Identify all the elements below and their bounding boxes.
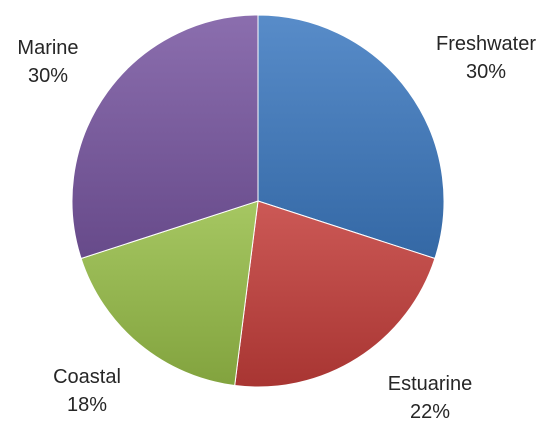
slice-label-coastal: Coastal — [53, 366, 121, 388]
slice-value-freshwater: 30% — [466, 61, 506, 83]
pie-labels: Freshwater 30% Estuarine 22% Coastal 18% Marin… — [17, 33, 536, 423]
slice-value-marine: 30% — [28, 65, 68, 87]
slice-label-marine: Marine — [17, 37, 78, 59]
pie-slice-estuarine — [234, 200, 436, 388]
slice-label-estuarine: Estuarine — [388, 373, 473, 395]
slice-value-estuarine: 22% — [410, 401, 450, 423]
pie-slices — [71, 14, 445, 388]
pie-slice-freshwater — [257, 14, 445, 260]
slice-value-coastal: 18% — [67, 394, 107, 416]
pie-slice-marine — [71, 14, 259, 260]
pie-slice-coastal — [80, 200, 259, 387]
slice-label-freshwater: Freshwater — [436, 33, 536, 55]
